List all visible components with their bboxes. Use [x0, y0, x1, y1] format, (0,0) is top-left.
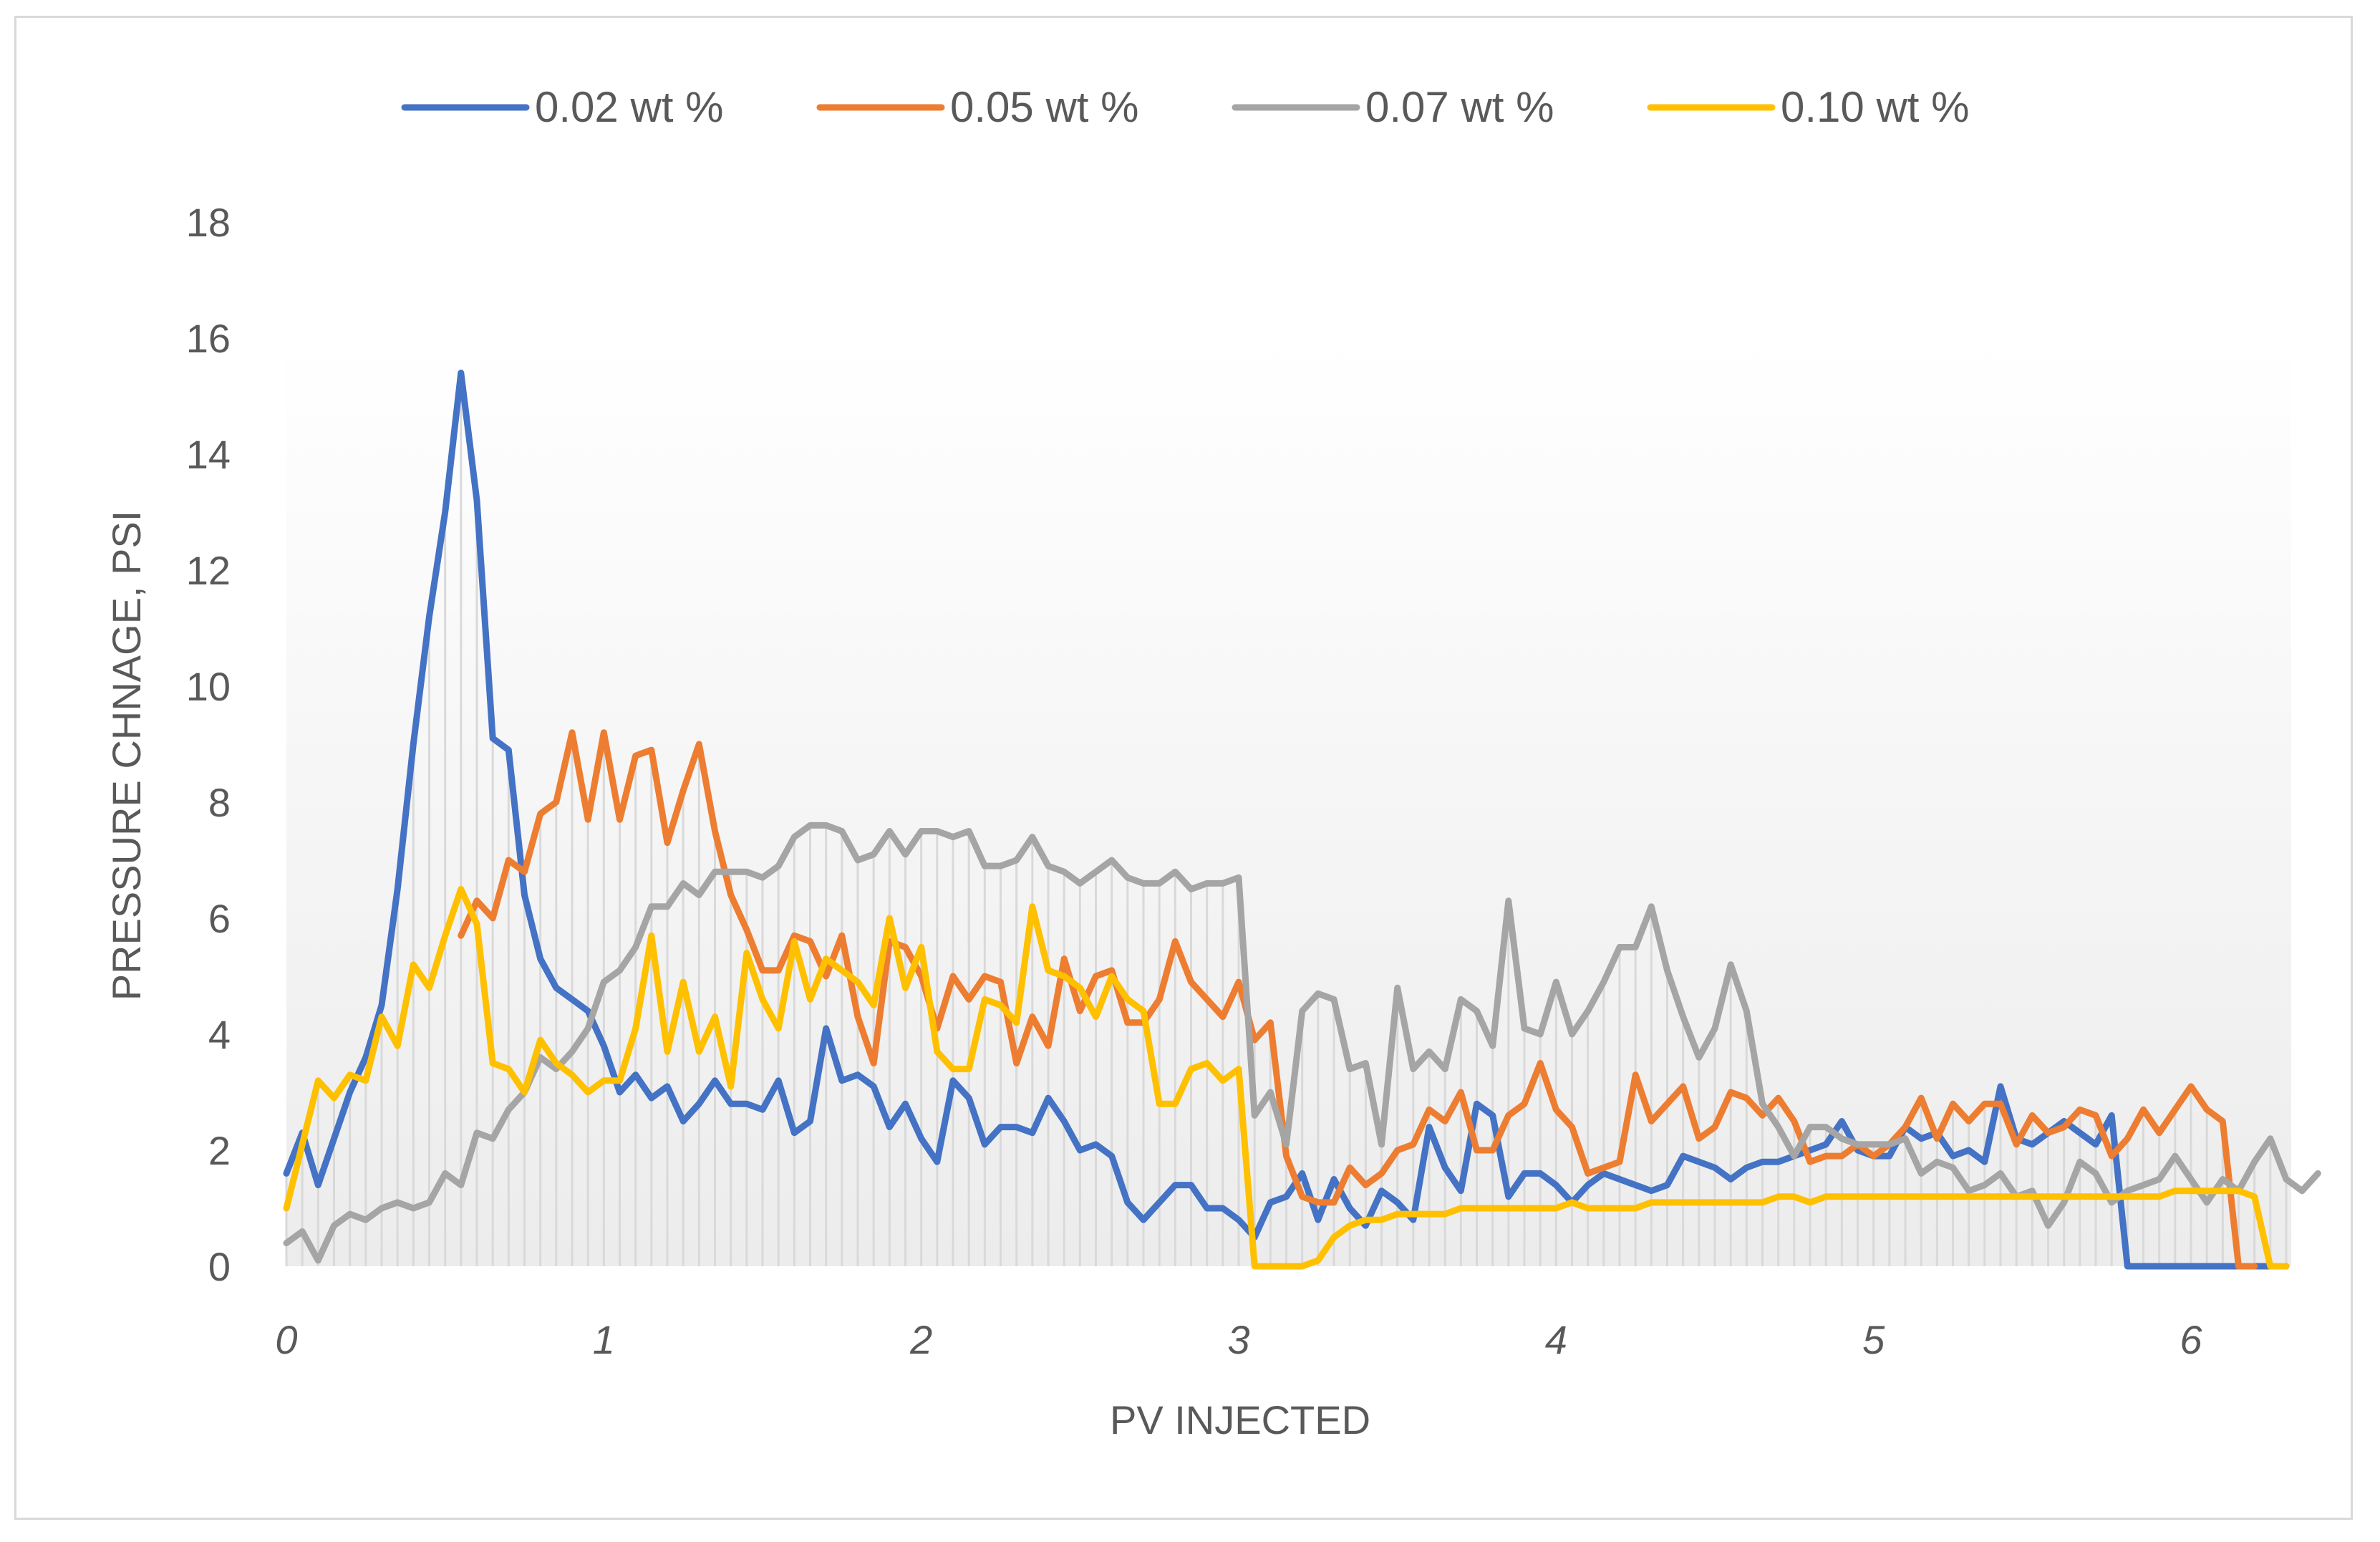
x-tick-label: 3: [1227, 1317, 1249, 1362]
legend-label-1: 0.02 wt %: [535, 83, 723, 131]
y-tick-label: 16: [186, 316, 231, 361]
x-axis-title: PV INJECTED: [1110, 1397, 1370, 1442]
y-tick-label: 2: [208, 1128, 231, 1173]
x-axis: 0 1 2 3 4 5 6: [275, 1317, 2202, 1362]
y-tick-label: 8: [208, 780, 231, 825]
y-tick-label: 0: [208, 1244, 231, 1289]
x-tick-label: 1: [593, 1317, 615, 1362]
legend-label-3: 0.07 wt %: [1365, 83, 1554, 131]
x-tick-label: 2: [909, 1317, 932, 1362]
series-line-4: [283, 886, 2290, 1270]
x-tick-label: 0: [275, 1317, 297, 1362]
y-axis-title: PRESSURE CHNAGE, PSI: [104, 511, 149, 1001]
y-tick-label: 10: [186, 664, 231, 709]
y-tick-label: 6: [208, 896, 231, 941]
series-lines: [283, 370, 2321, 1270]
x-tick-label: 4: [1545, 1317, 1567, 1362]
legend: 0.02 wt % 0.05 wt % 0.07 wt % 0.10 wt %: [401, 83, 1969, 131]
series-line-1: [283, 370, 2290, 1270]
series-line-2: [458, 729, 2258, 1270]
x-tick-label: 5: [1862, 1317, 1885, 1362]
legend-label-2: 0.05 wt %: [950, 83, 1138, 131]
y-tick-label: 14: [186, 432, 231, 477]
legend-label-4: 0.10 wt %: [1781, 83, 1969, 131]
x-tick-label: 6: [2180, 1317, 2202, 1362]
series-line-3: [283, 821, 2321, 1264]
y-tick-label: 18: [186, 200, 231, 245]
y-tick-label: 4: [208, 1012, 231, 1057]
y-axis: 0 2 4 6 8 10 12 14 16 18: [186, 200, 231, 1289]
y-tick-label: 12: [186, 548, 231, 593]
